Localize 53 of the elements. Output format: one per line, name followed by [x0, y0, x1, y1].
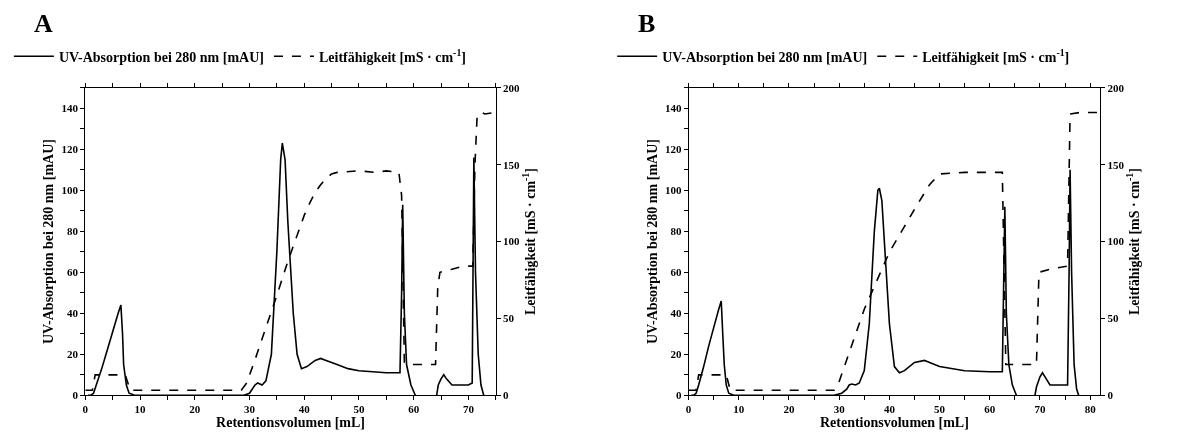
x-tick-label: 30	[243, 403, 256, 416]
y2-tick-label: 150	[1107, 158, 1125, 171]
y-tick-label: 100	[61, 184, 79, 197]
y-tick-label: 60	[670, 266, 682, 279]
x-tick-label: 0	[685, 403, 692, 416]
chart-title: A	[34, 9, 53, 38]
y-tick-label: 60	[67, 266, 79, 279]
y-axis-title: UV-Absorption bei 280 nm [mAU]	[644, 139, 660, 345]
y2-tick-label: 200	[1107, 81, 1125, 94]
y2-tick-label: 150	[502, 158, 520, 171]
y2-tick-label: 100	[502, 235, 520, 248]
y-tick-label: 20	[67, 348, 79, 361]
y-tick-label: 120	[664, 143, 682, 156]
y-tick-label: 80	[670, 225, 682, 238]
x-tick-label: 20	[783, 403, 795, 416]
x-tick-label: 50	[353, 403, 365, 416]
y-tick-label: 0	[675, 389, 682, 402]
y2-tick-label: 0	[502, 389, 509, 402]
x-tick-label: 10	[134, 403, 147, 416]
y-tick-label: 80	[67, 225, 79, 238]
x-tick-label: 70	[462, 403, 475, 416]
y2-tick-label: 200	[502, 81, 520, 94]
x-tick-label: 0	[82, 403, 89, 416]
y-tick-label: 20	[670, 348, 682, 361]
y-tick-label: 120	[61, 143, 79, 156]
x-axis-title: Retentionsvolumen [mL]	[216, 415, 365, 431]
legend-label: Leitfähigkeit [mS · cm$^{-1}$]	[922, 46, 1070, 65]
legend-label: UV-Absorption bei 280 nm [mAU]	[662, 49, 868, 65]
x-tick-label: 60	[984, 403, 996, 416]
x-axis-title: Retentionsvolumen [mL]	[819, 415, 969, 431]
y-tick-label: 40	[670, 307, 682, 320]
x-tick-label: 40	[298, 403, 311, 416]
y-tick-label: 40	[67, 307, 79, 320]
y2-tick-label: 100	[1107, 235, 1125, 248]
legend-label: Leitfähigkeit [mS · cm$^{-1}$]	[318, 46, 466, 65]
x-tick-label: 20	[189, 403, 201, 416]
chart-title: B	[638, 9, 656, 38]
x-tick-label: 70	[1034, 403, 1046, 416]
x-tick-label: 60	[408, 403, 420, 416]
y-axis-title: UV-Absorption bei 280 nm [mAU]	[41, 139, 57, 345]
y-tick-label: 0	[72, 389, 79, 402]
x-tick-label: 80	[1084, 403, 1097, 416]
x-tick-label: 50	[934, 403, 946, 416]
y2-tick-label: 50	[1107, 312, 1119, 325]
x-tick-label: 30	[833, 403, 846, 416]
x-tick-label: 40	[883, 403, 896, 416]
x-tick-label: 10	[733, 403, 745, 416]
y-tick-label: 100	[664, 184, 682, 197]
y2-tick-label: 50	[502, 312, 515, 325]
legend-label: UV-Absorption bei 280 nm [mAU]	[58, 49, 264, 65]
y2-tick-label: 0	[1107, 389, 1114, 402]
y-tick-label: 140	[664, 102, 682, 115]
y-tick-label: 140	[61, 102, 79, 115]
